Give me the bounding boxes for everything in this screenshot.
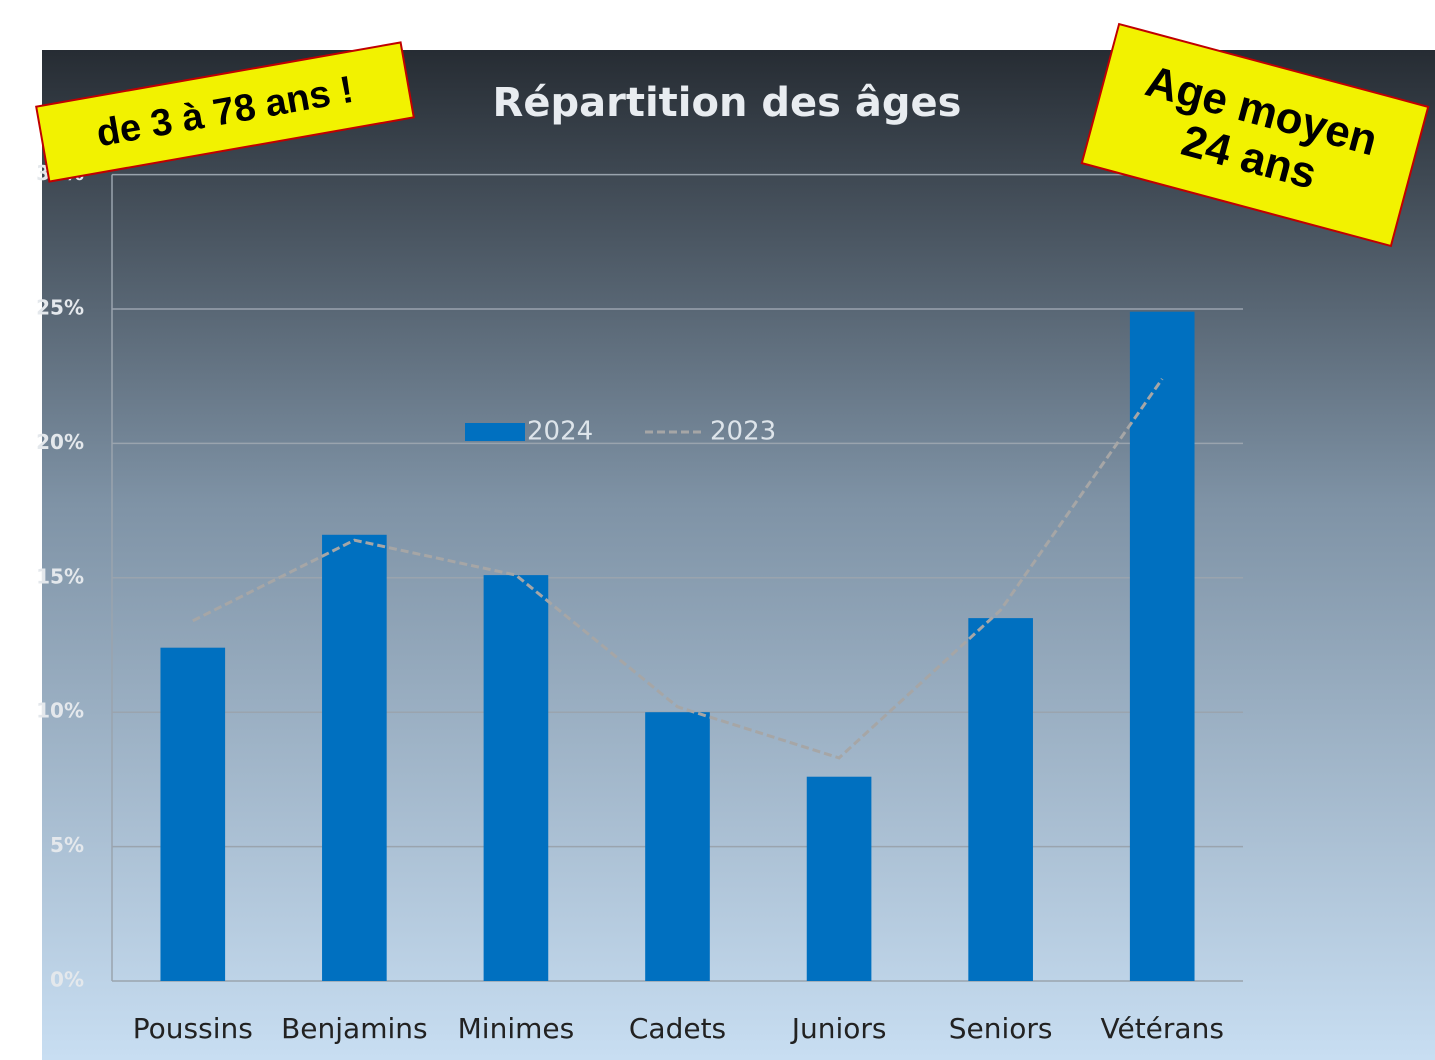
- x-tick-label: Seniors: [949, 1012, 1053, 1045]
- annotation-sticker: Age moyen 24 ans: [1080, 22, 1430, 248]
- y-tick-label: 25%: [36, 296, 84, 320]
- x-tick-label: Cadets: [629, 1012, 726, 1045]
- sticker-box: [1080, 22, 1430, 248]
- y-tick-label: 0%: [50, 968, 84, 992]
- bar: [806, 776, 872, 981]
- chart-title: Répartition des âges: [493, 80, 962, 126]
- bar: [322, 534, 387, 981]
- bar: [1129, 311, 1195, 981]
- bar: [160, 647, 226, 981]
- y-tick-label: 20%: [36, 430, 84, 454]
- x-tick-label: Poussins: [133, 1012, 253, 1045]
- legend-label: 2024: [527, 417, 593, 447]
- x-tick-label: Vétérans: [1101, 1012, 1224, 1045]
- plot-area: 0%5%10%15%20%25%30%PoussinsBenjaminsMini…: [36, 161, 1243, 1045]
- bar: [968, 618, 1033, 981]
- x-tick-label: Minimes: [458, 1012, 575, 1045]
- x-tick-label: Benjamins: [281, 1012, 428, 1045]
- y-tick-label: 10%: [36, 699, 84, 723]
- sticker-box: [35, 41, 415, 183]
- chart-background: [42, 50, 1435, 1060]
- x-tick-label: Juniors: [790, 1012, 887, 1045]
- bar: [483, 575, 549, 981]
- line: [192, 378, 1164, 760]
- legend-swatch: [465, 423, 525, 441]
- bar: [645, 712, 710, 981]
- y-tick-label: 15%: [36, 564, 84, 588]
- y-tick-label: 5%: [50, 833, 84, 857]
- legend-label: 2023: [710, 417, 776, 447]
